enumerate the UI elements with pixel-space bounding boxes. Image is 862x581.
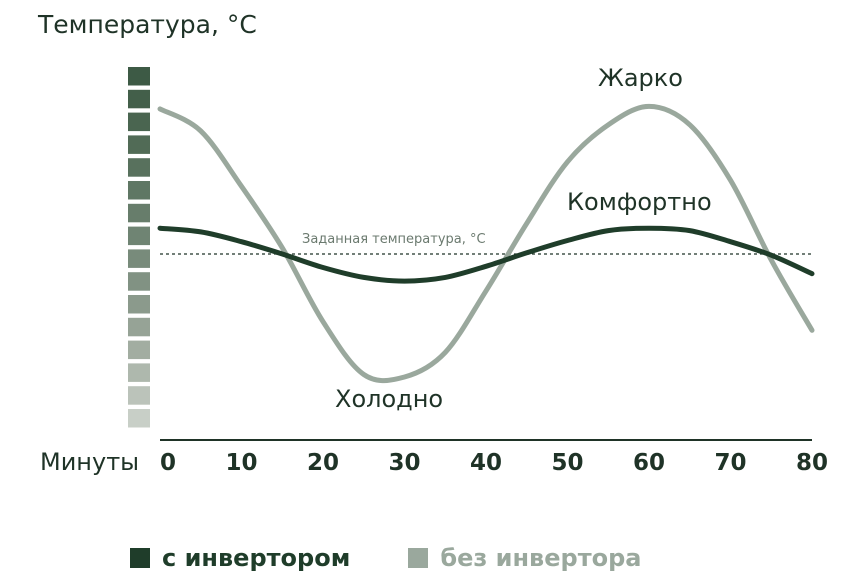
scale-block xyxy=(128,158,150,177)
y-axis-label: Температура, °С xyxy=(37,10,257,39)
legend-label-no-inverter: без инвертора xyxy=(440,544,642,572)
scale-block xyxy=(128,89,150,109)
x-tick-labels: 0 10 20 30 40 50 60 70 80 xyxy=(160,450,828,476)
temperature-scale-bar xyxy=(128,67,150,428)
x-tick-label: 0 xyxy=(160,450,176,476)
x-tick-label: 60 xyxy=(633,450,665,476)
x-tick-label: 80 xyxy=(796,450,828,476)
legend-item-inverter: с инвертором xyxy=(130,544,350,572)
scale-block xyxy=(128,272,150,291)
scale-block xyxy=(128,295,150,314)
scale-block xyxy=(128,203,150,223)
series-layer xyxy=(157,103,815,384)
annotation-comfort: Комфортно xyxy=(567,188,712,216)
series-line-no-inverter xyxy=(157,103,815,384)
legend-label-inverter: с инвертором xyxy=(162,544,351,572)
x-tick-label: 50 xyxy=(551,450,583,476)
scale-block xyxy=(128,249,150,268)
x-tick-label: 10 xyxy=(225,450,257,476)
x-tick-label: 20 xyxy=(307,450,339,476)
x-axis-label: Минуты xyxy=(40,448,139,476)
scale-block xyxy=(128,409,150,428)
legend: с инвертором без инвертора xyxy=(130,544,699,572)
scale-block xyxy=(128,340,150,360)
series-line-inverter xyxy=(157,225,815,284)
x-tick-label: 40 xyxy=(470,450,502,476)
legend-item-no-inverter: без инвертора xyxy=(408,544,641,572)
legend-swatch-no-inverter xyxy=(408,548,429,568)
scale-block xyxy=(128,317,150,337)
x-tick-label: 30 xyxy=(388,450,420,476)
annotation-hot: Жарко xyxy=(598,64,683,92)
scale-block xyxy=(128,386,150,405)
legend-swatch-inverter xyxy=(130,548,150,568)
scale-block xyxy=(128,181,150,200)
scale-block xyxy=(128,135,150,154)
reference-line-label: Заданная температура, °С xyxy=(302,232,486,247)
x-tick-label: 70 xyxy=(714,450,746,476)
scale-block xyxy=(128,226,150,246)
scale-block xyxy=(128,67,150,86)
scale-block xyxy=(128,112,150,132)
annotation-cold: Холодно xyxy=(335,385,443,413)
scale-block xyxy=(128,363,150,382)
